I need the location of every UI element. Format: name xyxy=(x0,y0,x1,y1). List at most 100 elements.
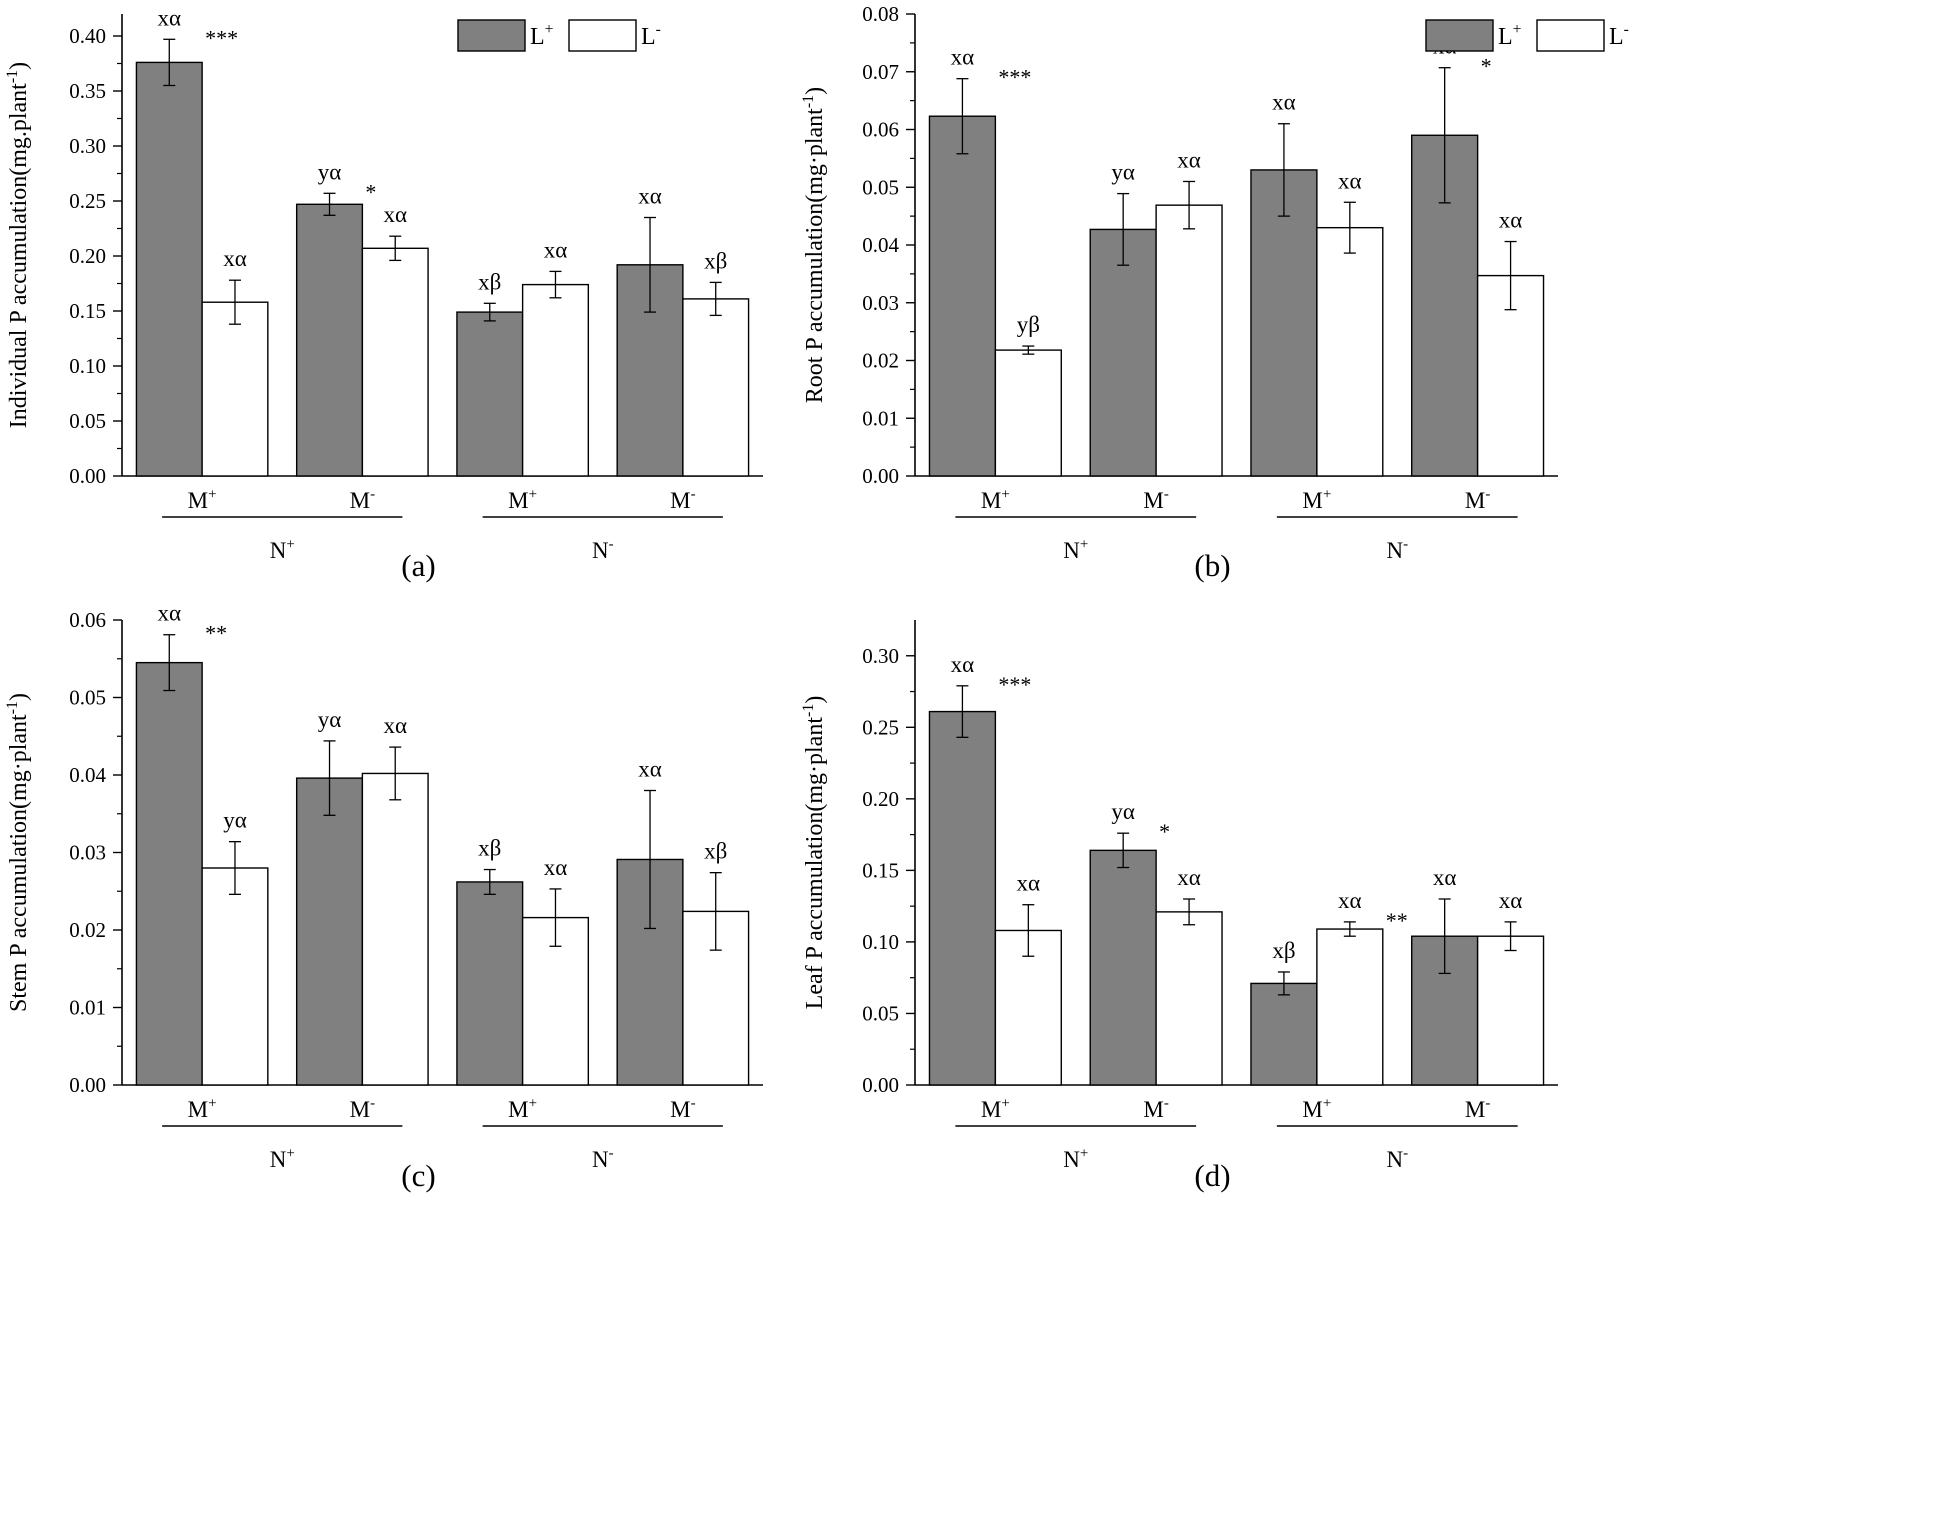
x-category-label-sup: + xyxy=(529,486,537,502)
x-group-label-sup: - xyxy=(1403,536,1408,552)
significance-label: xα xyxy=(1338,888,1362,913)
bar-l-plus xyxy=(295,203,364,477)
y-axis-label-main: Stem P accumulation(mg·plant xyxy=(6,714,32,1012)
x-category-label-sup: + xyxy=(1001,1095,1009,1111)
y-axis-label: Leaf P accumulation(mg·plant-1) xyxy=(800,696,828,1010)
x-category-label: M+ xyxy=(188,486,217,513)
x-category-label: M- xyxy=(670,486,695,513)
x-group-label-sup: - xyxy=(609,536,614,552)
bar-l-minus xyxy=(361,247,429,477)
y-tick-label: 0.05 xyxy=(862,1001,899,1025)
significance-label: xβ xyxy=(704,248,727,273)
x-group-label: N- xyxy=(592,1145,614,1172)
significance-label: xα xyxy=(638,757,662,782)
bar-l-minus xyxy=(521,283,590,477)
significance-stars: *** xyxy=(998,672,1031,697)
x-group-label-base: N xyxy=(1063,1147,1080,1172)
y-tick-label: 0.20 xyxy=(862,787,899,811)
y-tick-label: 0.15 xyxy=(862,858,899,882)
x-category-label: M- xyxy=(1465,1095,1490,1122)
x-category-label-base: M xyxy=(188,1097,208,1122)
y-axis-label: Stem P accumulation(mg·plant-1) xyxy=(4,693,32,1012)
x-category-label-base: M xyxy=(981,488,1001,513)
panel-caption: (c) xyxy=(401,1158,435,1193)
chart-panel-4: 0.00 0.05 0.10 0.15 0.20 0.25 0.30 Leaf P accum… xyxy=(800,620,1558,1193)
x-group-label-sup: - xyxy=(609,1145,614,1161)
bar-l-minus xyxy=(361,772,429,1086)
y-axis-label-tail: ) xyxy=(6,62,32,70)
y-tick-label: 0.00 xyxy=(69,464,106,488)
legend-swatch-l-minus xyxy=(1536,19,1605,52)
significance-label: xβ xyxy=(704,839,727,864)
x-group-label: N- xyxy=(1386,536,1408,563)
x-category-label-base: M xyxy=(508,1097,528,1122)
y-tick-label: 0.07 xyxy=(862,60,899,84)
significance-label: xα xyxy=(1272,90,1296,115)
x-category-label: M+ xyxy=(1302,486,1331,513)
bar-l-minus xyxy=(1155,204,1223,477)
legend-label-base: L xyxy=(530,24,545,50)
bar-l-minus xyxy=(994,349,1062,477)
x-category-label-sup: - xyxy=(1485,486,1490,502)
y-axis-label-main: Leaf P accumulation(mg·plant xyxy=(802,717,828,1010)
significance-label: xα xyxy=(638,184,662,209)
y-tick-label: 0.10 xyxy=(69,354,106,378)
significance-label: xα xyxy=(1017,871,1041,896)
y-tick-label: 0.04 xyxy=(862,233,899,257)
bar-l-plus xyxy=(135,661,203,1086)
bar-l-plus xyxy=(135,61,203,477)
y-axis-label-sup: -1 xyxy=(4,70,21,83)
significance-stars: ** xyxy=(205,621,227,646)
y-axis-label: Individual P accumulation(mg.plant-1) xyxy=(4,62,32,428)
x-category-label-sup: + xyxy=(208,1095,216,1111)
x-group-label: N+ xyxy=(270,1145,295,1172)
bar-l-plus xyxy=(928,115,997,477)
x-category-label-base: M xyxy=(1465,1097,1485,1122)
x-category-label: M+ xyxy=(981,1095,1010,1122)
y-tick-label: 0.03 xyxy=(69,841,106,865)
x-group-label-base: N xyxy=(1386,538,1403,563)
panel-caption: (b) xyxy=(1194,548,1230,583)
bar-l-plus xyxy=(928,710,997,1086)
significance-label: xα xyxy=(951,45,975,70)
y-axis-label-main: Root P accumulation(mg·plant xyxy=(802,108,828,403)
y-tick-label: 0.06 xyxy=(69,608,106,632)
y-axis-label-tail: ) xyxy=(6,693,32,701)
x-category-label: M- xyxy=(350,1095,375,1122)
y-tick-label: 0.08 xyxy=(862,2,899,26)
bar-l-plus xyxy=(295,777,364,1086)
x-category-label-sup: - xyxy=(370,486,375,502)
significance-label: xα xyxy=(544,237,568,262)
legend-label: L+ xyxy=(530,21,554,50)
x-group-label-base: N xyxy=(1063,538,1080,563)
x-group-label-sup: + xyxy=(286,536,294,552)
y-tick-label: 0.30 xyxy=(862,644,899,668)
significance-label: xα xyxy=(1338,168,1362,193)
x-group-label: N+ xyxy=(1063,1145,1088,1172)
x-category-label-sup: - xyxy=(1164,1095,1169,1111)
x-group-label-base: N xyxy=(592,1147,609,1172)
y-axis-label-main: Individual P accumulation(mg.plant xyxy=(6,83,32,428)
y-tick-label: 0.25 xyxy=(69,189,106,213)
y-tick-label: 0.00 xyxy=(862,464,899,488)
x-category-label-base: M xyxy=(981,1097,1001,1122)
x-category-label-sup: - xyxy=(691,1095,696,1111)
chart-panel-2: 0.00 0.01 0.02 0.03 0.04 0.05 0.06 0.07 0.08 Root… xyxy=(800,2,1629,583)
legend-label-sup: - xyxy=(656,21,661,38)
x-group-label-sup: + xyxy=(286,1145,294,1161)
significance-label: yα xyxy=(318,707,342,732)
legend-swatch-l-plus xyxy=(1425,19,1494,52)
significance-label: xα xyxy=(383,713,407,738)
significance-label: yα xyxy=(1111,799,1135,824)
bar-l-plus xyxy=(456,311,524,477)
x-category-label-sup: - xyxy=(1485,1095,1490,1111)
x-group-label-sup: + xyxy=(1080,536,1088,552)
x-category-label-sup: - xyxy=(370,1095,375,1111)
y-axis-label-sup: -1 xyxy=(4,701,21,714)
significance-label: xα xyxy=(1499,888,1523,913)
x-category-label-base: M xyxy=(1302,488,1322,513)
y-axis-label-tail: ) xyxy=(802,87,828,95)
x-group-label-base: N xyxy=(592,538,609,563)
x-category-label-sup: - xyxy=(1164,486,1169,502)
y-tick-label: 0.35 xyxy=(69,79,106,103)
